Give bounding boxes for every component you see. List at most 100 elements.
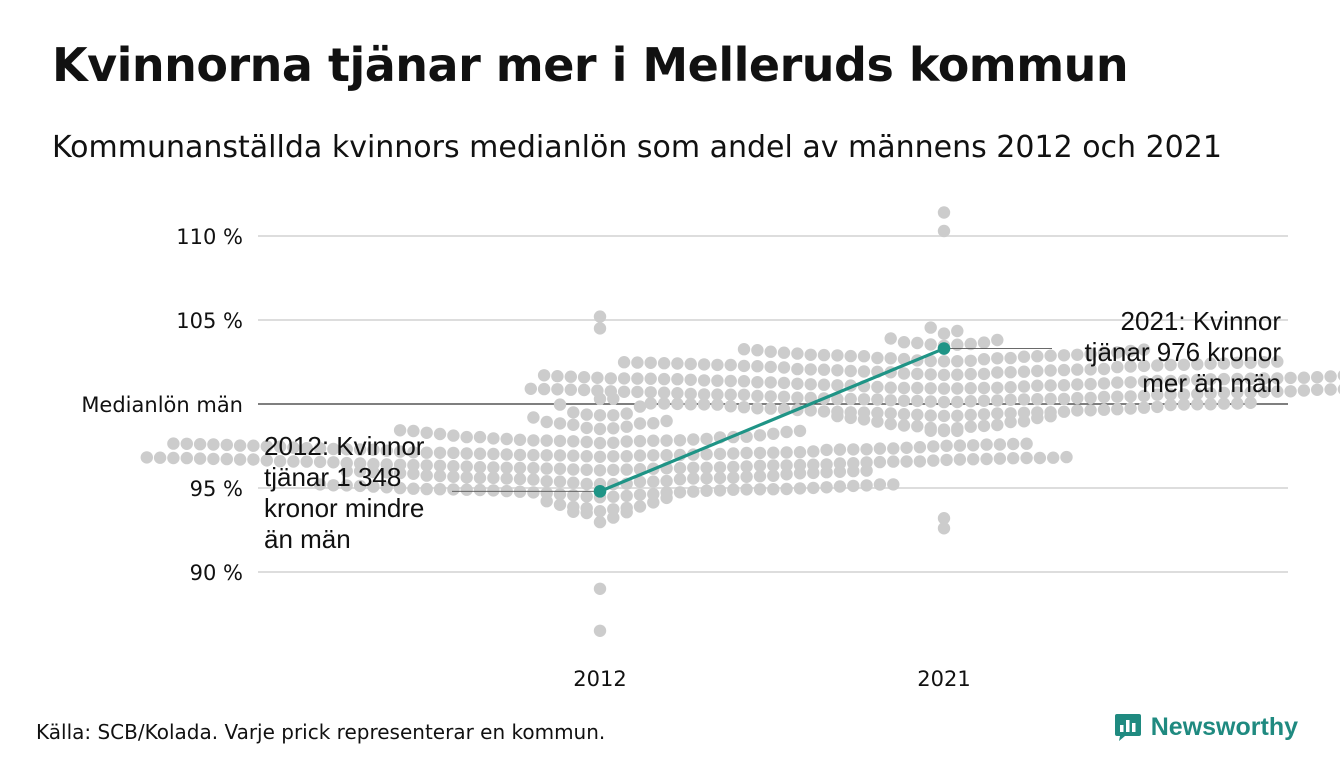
municipality-dot bbox=[617, 356, 631, 369]
municipality-dot bbox=[380, 481, 393, 494]
municipality-dot bbox=[831, 379, 844, 392]
municipality-dot bbox=[607, 490, 620, 503]
municipality-dot bbox=[860, 456, 873, 469]
municipality-dot bbox=[1137, 359, 1151, 373]
municipality-dot bbox=[764, 390, 777, 403]
municipality-dot bbox=[807, 445, 820, 458]
municipality-dot bbox=[593, 310, 607, 323]
municipality-dot bbox=[911, 336, 924, 350]
municipality-dot bbox=[737, 375, 751, 388]
municipality-dot bbox=[767, 446, 780, 459]
municipality-dot bbox=[1297, 384, 1311, 397]
municipality-dot bbox=[1031, 350, 1044, 363]
municipality-dot bbox=[1044, 392, 1057, 406]
municipality-dot bbox=[1231, 397, 1244, 410]
municipality-dot bbox=[327, 479, 340, 492]
municipality-dot bbox=[591, 371, 604, 384]
municipality-dot bbox=[393, 481, 407, 495]
municipality-dot bbox=[1177, 374, 1191, 387]
municipality-dot bbox=[1204, 373, 1217, 386]
municipality-dot bbox=[1097, 377, 1111, 390]
municipality-dot bbox=[924, 409, 937, 422]
municipality-dot bbox=[804, 348, 817, 361]
municipality-dot bbox=[897, 408, 911, 421]
municipality-dot bbox=[780, 482, 793, 496]
municipality-dot bbox=[140, 451, 153, 464]
municipality-dot bbox=[551, 370, 564, 383]
municipality-dot bbox=[447, 429, 460, 442]
municipality-dot bbox=[937, 368, 951, 382]
municipality-dot bbox=[1097, 346, 1111, 359]
municipality-dot bbox=[553, 475, 567, 488]
municipality-dot bbox=[1231, 356, 1244, 369]
municipality-dot bbox=[633, 417, 647, 430]
municipality-dot bbox=[580, 435, 593, 449]
municipality-dot bbox=[713, 471, 727, 485]
municipality-dot bbox=[980, 438, 993, 451]
municipality-dot bbox=[700, 432, 713, 446]
municipality-dot bbox=[1071, 391, 1084, 405]
municipality-dot bbox=[1137, 401, 1151, 414]
municipality-dot bbox=[604, 385, 617, 398]
municipality-dot bbox=[433, 483, 447, 496]
municipality-dot bbox=[607, 463, 620, 477]
municipality-dot bbox=[564, 370, 577, 383]
municipality-dot bbox=[697, 358, 711, 371]
municipality-dot bbox=[1311, 383, 1324, 396]
municipality-dot bbox=[924, 321, 937, 334]
municipality-dot bbox=[887, 442, 900, 455]
municipality-dot bbox=[924, 338, 937, 351]
municipality-dot bbox=[951, 382, 964, 395]
municipality-dot bbox=[844, 406, 857, 419]
municipality-dot bbox=[924, 368, 937, 381]
municipality-dot bbox=[887, 478, 900, 491]
municipality-dot bbox=[1097, 403, 1111, 416]
municipality-dot bbox=[937, 327, 951, 340]
municipality-dot bbox=[287, 441, 300, 454]
municipality-dot bbox=[567, 449, 580, 462]
municipality-dot bbox=[327, 456, 340, 469]
municipality-dot bbox=[1033, 451, 1047, 465]
municipality-dot bbox=[753, 429, 767, 442]
municipality-dot bbox=[1007, 437, 1020, 451]
municipality-dot bbox=[977, 336, 991, 349]
municipality-dot bbox=[700, 448, 713, 461]
municipality-dot bbox=[167, 451, 180, 465]
municipality-dot bbox=[1271, 385, 1284, 398]
municipality-dot bbox=[951, 395, 964, 409]
municipality-dot bbox=[513, 461, 527, 475]
municipality-dot bbox=[631, 385, 644, 399]
newsworthy-logo[interactable]: Newsworthy bbox=[1113, 712, 1298, 742]
municipality-dot bbox=[553, 462, 567, 475]
municipality-dot bbox=[1017, 406, 1031, 419]
municipality-dot bbox=[473, 461, 487, 474]
municipality-dot bbox=[593, 322, 607, 335]
municipality-dot bbox=[1244, 396, 1257, 409]
municipality-dot bbox=[1164, 374, 1177, 388]
highlight-point-2012 bbox=[593, 485, 607, 498]
municipality-dot bbox=[551, 383, 564, 396]
municipality-dot bbox=[153, 451, 167, 464]
municipality-dot bbox=[1217, 397, 1231, 410]
municipality-dot bbox=[1337, 370, 1340, 381]
municipality-dot bbox=[911, 408, 924, 421]
municipality-dot bbox=[1057, 379, 1071, 392]
municipality-dot bbox=[991, 381, 1004, 394]
municipality-dot bbox=[860, 479, 873, 492]
municipality-dot bbox=[927, 454, 940, 467]
municipality-dot bbox=[993, 452, 1007, 465]
municipality-dot bbox=[567, 435, 580, 448]
municipality-dot bbox=[313, 442, 327, 455]
municipality-dot bbox=[553, 449, 567, 462]
municipality-dot bbox=[620, 450, 633, 463]
municipality-dot bbox=[577, 371, 591, 384]
municipality-dot bbox=[1151, 388, 1164, 401]
municipality-dot bbox=[1004, 366, 1017, 379]
municipality-dot bbox=[937, 355, 951, 368]
municipality-dot bbox=[620, 489, 633, 503]
municipality-dot bbox=[460, 430, 473, 444]
municipality-dot bbox=[633, 400, 647, 413]
municipality-dot bbox=[884, 417, 897, 431]
municipality-dot bbox=[420, 446, 433, 459]
municipality-dot bbox=[884, 394, 897, 407]
